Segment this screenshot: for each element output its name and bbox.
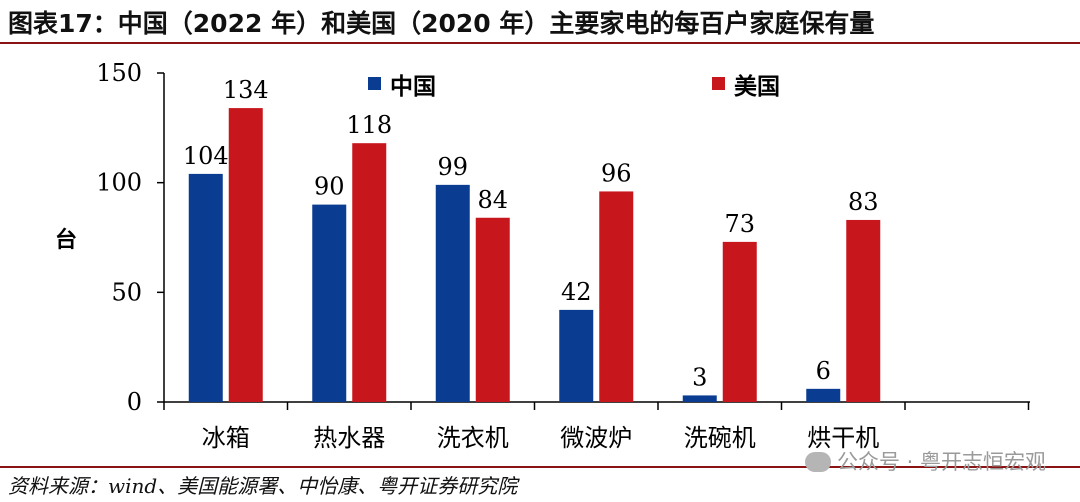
legend-swatch — [712, 77, 725, 90]
y-tick-label: 150 — [96, 59, 142, 87]
x-tick-label: 冰箱 — [202, 424, 250, 452]
data-label: 6 — [816, 357, 831, 385]
legend-label: 美国 — [734, 73, 780, 100]
data-label: 3 — [692, 363, 707, 391]
x-tick-label: 洗衣机 — [437, 424, 509, 452]
data-label: 73 — [724, 210, 755, 238]
legend-label: 中国 — [390, 73, 436, 100]
bar-china — [559, 309, 594, 402]
watermark-text: 公众号 · 粤开志恒宏观 — [836, 450, 1046, 474]
bar-usa — [722, 241, 757, 402]
data-label: 118 — [346, 111, 392, 139]
y-tick-label: 50 — [111, 278, 142, 306]
watermark: 公众号 · 粤开志恒宏观 — [804, 446, 1046, 476]
y-tick-label: 100 — [96, 169, 142, 197]
bar-usa — [846, 219, 881, 402]
data-label: 134 — [223, 76, 269, 104]
title-divider — [0, 42, 1080, 44]
bar-china — [188, 173, 223, 402]
wechat-icon — [804, 452, 831, 472]
data-label: 96 — [601, 159, 632, 187]
chart-title: 图表17：中国（2022 年）和美国（2020 年）主要家电的每百户家庭保有量 — [8, 9, 875, 38]
y-axis-label: 台 — [55, 227, 77, 253]
data-label: 83 — [848, 188, 879, 216]
data-label: 84 — [477, 186, 508, 214]
bar-usa — [228, 108, 263, 403]
x-tick-label: 烘干机 — [807, 424, 879, 452]
x-tick-label: 热水器 — [313, 424, 385, 452]
x-tick-label: 洗碗机 — [684, 424, 756, 452]
data-label: 42 — [561, 278, 592, 306]
data-label: 90 — [314, 173, 345, 201]
bar-usa — [599, 191, 634, 402]
bar-usa — [352, 143, 387, 403]
source-divider — [0, 466, 1080, 468]
y-tick-label: 0 — [127, 388, 142, 416]
bar-china — [312, 204, 347, 402]
bar-chart: 0 50 100 150 台 104 134 冰箱 90 118 热水器 99 84 洗衣机 42 96 微波炉… — [55, 59, 1030, 452]
x-tick-label: 微波炉 — [560, 424, 632, 452]
bar-china — [435, 184, 470, 402]
bar-usa — [475, 217, 510, 402]
legend-swatch — [368, 77, 381, 90]
bar-china — [806, 388, 841, 402]
bar-china — [682, 395, 717, 402]
source-note: 资料来源：wind、美国能源署、中怡康、粤开证券研究院 — [8, 474, 518, 498]
data-label: 99 — [437, 153, 468, 181]
data-label: 104 — [183, 142, 229, 170]
